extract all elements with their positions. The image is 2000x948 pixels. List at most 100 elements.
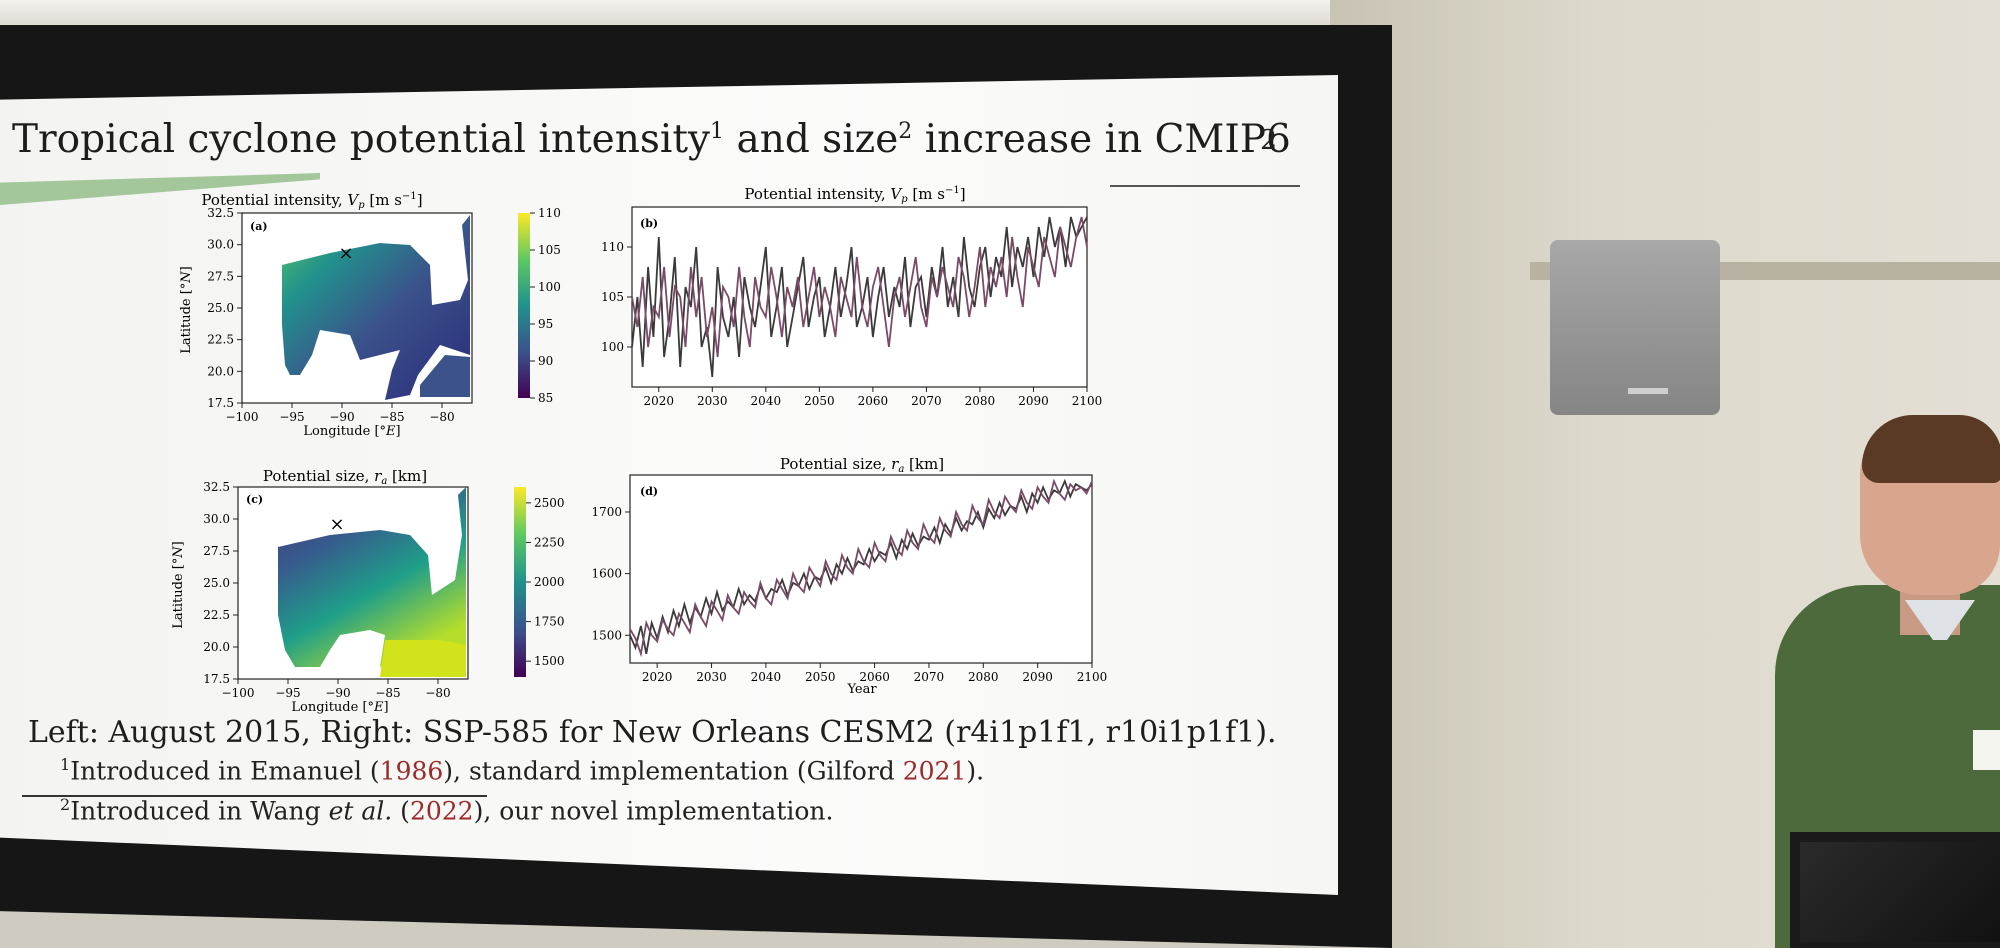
- x-tick-label: −85: [379, 410, 404, 424]
- y-tick-label: 32.5: [207, 206, 234, 220]
- colorbar-tick-label: 85: [538, 391, 553, 405]
- y-tick-label: 25.0: [203, 576, 230, 590]
- panel-c-xlabel: Longitude [°E]: [291, 700, 388, 715]
- colorbar-tick-label: 1500: [534, 654, 565, 668]
- panel-c-heatmap-south: [380, 640, 466, 677]
- panel-a-xlabel: Longitude [°E]: [303, 424, 400, 439]
- colorbar-tick-label: 2500: [534, 496, 565, 510]
- wall-speaker: [1550, 240, 1720, 415]
- footnote-1-text-b: ), standard implementation (Gilford: [443, 756, 903, 786]
- panel-d: Potential size, ra [km] (d) 2020 2030 2040…: [591, 455, 1107, 697]
- podium-monitor: [1800, 842, 2000, 942]
- x-tick-label: −95: [275, 686, 300, 700]
- x-tick-label: 2020: [642, 670, 673, 684]
- panel-c-marker: ×: [329, 514, 344, 535]
- y-tick-label: 100: [601, 340, 624, 354]
- panel-d-xlabel: Year: [846, 682, 877, 697]
- panel-a-colorbar: [518, 213, 530, 398]
- x-tick-label: 2030: [697, 394, 728, 408]
- panel-a-heatmap: [282, 215, 470, 400]
- y-tick-label: 32.5: [203, 480, 230, 494]
- series-line-1: [629, 478, 1093, 654]
- x-tick-label: −85: [375, 686, 400, 700]
- y-tick-label: 30.0: [203, 512, 230, 526]
- x-tick-label: 2090: [1022, 670, 1053, 684]
- footnote-1-mark: 1: [60, 755, 71, 774]
- title-sup-1: 1: [710, 119, 725, 144]
- figure: Potential intensity, Vp [m s−1] × (a) −1…: [171, 185, 1107, 715]
- slide-number: 2: [1260, 125, 1278, 156]
- x-tick-label: −100: [222, 686, 255, 700]
- panel-c: Potential size, ra [km] × (c) −100 −95 −90…: [171, 467, 565, 715]
- x-tick-label: 2070: [914, 670, 945, 684]
- footnote-2-year: 2022: [409, 796, 474, 826]
- y-tick-label: 27.5: [207, 269, 234, 283]
- y-tick-label: 1500: [591, 628, 622, 642]
- panel-b-frame: [631, 206, 1088, 388]
- panel-c-colorbar: [514, 487, 526, 677]
- footnote-2-text-b: (: [392, 796, 410, 826]
- panel-b-title: Potential intensity, Vp [m s−1]: [744, 185, 965, 205]
- panel-a-axes: −100 −95 −90 −85 −80 17.5 20.0 22.5 25.0 27.5 30.0…: [207, 206, 454, 424]
- x-tick-label: 2050: [805, 670, 836, 684]
- panel-d-title: Potential size, ra [km]: [780, 455, 944, 475]
- footnote-1-text-c: ).: [966, 756, 985, 786]
- y-tick-label: 1700: [591, 505, 622, 519]
- y-tick-label: 20.0: [207, 364, 234, 378]
- x-tick-label: 2090: [1018, 394, 1049, 408]
- y-tick-label: 22.5: [203, 608, 230, 622]
- colorbar-tick-label: 90: [538, 354, 553, 368]
- slide-title: Tropical cyclone potential intensity1 an…: [12, 117, 1291, 162]
- title-rule: [1110, 185, 1300, 187]
- x-tick-label: 2040: [751, 394, 782, 408]
- footnote-1-year2: 2021: [902, 756, 967, 786]
- y-tick-label: 30.0: [207, 238, 234, 252]
- panel-a-ylabel: Latitude [°N]: [179, 266, 194, 354]
- colorbar-tick-label: 95: [538, 317, 553, 331]
- x-tick-label: −80: [429, 410, 454, 424]
- x-tick-label: 2060: [859, 670, 890, 684]
- x-tick-label: 2020: [643, 394, 674, 408]
- y-tick-label: 1600: [591, 567, 622, 581]
- presenter-hair: [1862, 415, 2000, 483]
- y-tick-label: 22.5: [207, 333, 234, 347]
- panel-b: Potential intensity, Vp [m s−1] (b) 2020…: [601, 185, 1102, 408]
- footnote-1: 1Introduced in Emanuel (1986), standard …: [60, 755, 984, 785]
- colorbar-tick-label: 2000: [534, 575, 565, 589]
- footnote-2-mark: 2: [60, 795, 71, 814]
- x-tick-label: 2050: [804, 394, 835, 408]
- y-tick-label: 25.0: [207, 301, 234, 315]
- footnote-2: 2Introduced in Wang et al. (2022), our n…: [60, 795, 833, 825]
- panel-c-heatmap: [278, 487, 466, 667]
- x-tick-label: −100: [226, 410, 259, 424]
- panel-c-label: (c): [246, 493, 263, 506]
- x-tick-label: 2060: [858, 394, 889, 408]
- footnote-2-etal: et al.: [328, 796, 393, 826]
- footnote-2-text-a: Introduced in Wang: [70, 796, 329, 826]
- series-line-2: [631, 216, 1088, 358]
- slide-caption: Left: August 2015, Right: SSP-585 for Ne…: [28, 715, 1277, 750]
- panel-d-label: (d): [640, 485, 658, 498]
- slide: Tropical cyclone potential intensity1 an…: [0, 75, 1338, 895]
- panel-c-ylabel: Latitude [°N]: [171, 541, 186, 629]
- footnote-1-text-a: Introduced in Emanuel (: [70, 756, 380, 786]
- x-tick-label: −90: [325, 686, 350, 700]
- series-line-2: [629, 478, 1093, 658]
- x-tick-label: 2080: [968, 670, 999, 684]
- panel-a: Potential intensity, Vp [m s−1] × (a) −1…: [179, 191, 561, 439]
- panel-c-title: Potential size, ra [km]: [263, 467, 427, 487]
- footnote-2-text-c: ), our novel implementation.: [473, 796, 834, 826]
- x-tick-label: −90: [329, 410, 354, 424]
- panel-d-frame: [629, 474, 1093, 664]
- colorbar-tick-label: 110: [538, 206, 561, 220]
- caption-rule: [22, 795, 487, 797]
- panel-c-axes: −100 −95 −90 −85 −80 17.5 20.0 22.5 25.0 27.5 30.0…: [203, 480, 450, 700]
- speaker-grille: [1628, 388, 1668, 394]
- colorbar-tick-label: 100: [538, 280, 561, 294]
- title-text-main: Tropical cyclone potential intensity: [12, 117, 711, 162]
- y-tick-label: 17.5: [207, 396, 234, 410]
- panel-b-label: (b): [640, 217, 658, 230]
- y-tick-label: 20.0: [203, 640, 230, 654]
- panel-a-colorbar-ticks: 85 90 95 100 105 110: [530, 206, 561, 405]
- x-tick-label: 2080: [965, 394, 996, 408]
